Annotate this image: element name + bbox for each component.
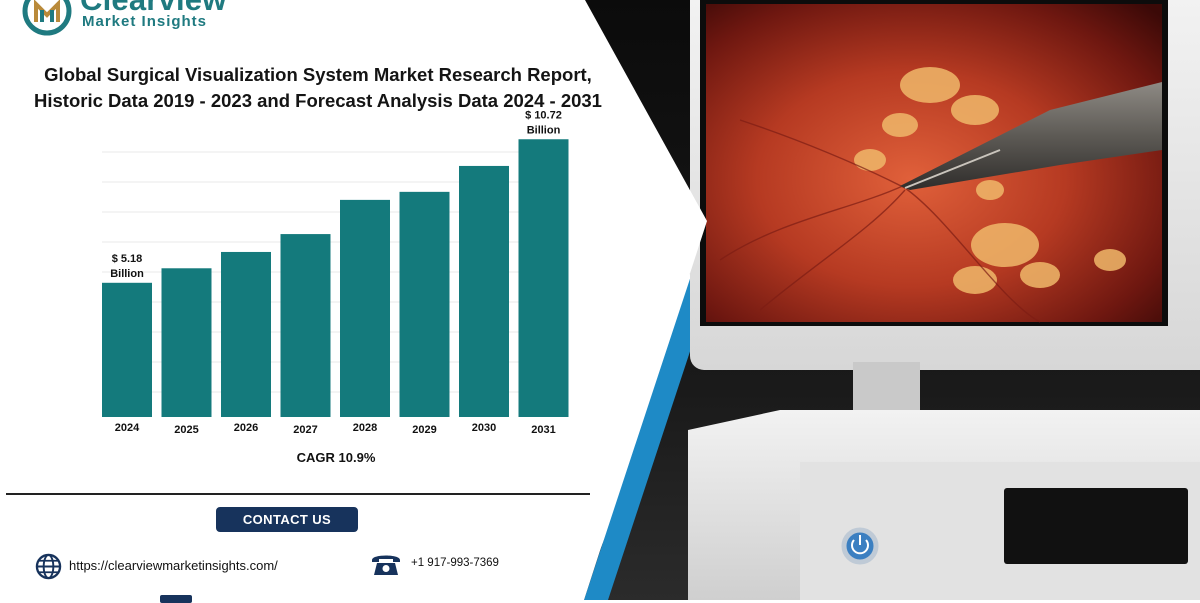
data-label-value-2031: $ 10.72 <box>525 109 562 121</box>
x-tick-2024: 2024 <box>115 422 140 434</box>
x-tick-2030: 2030 <box>472 422 496 434</box>
x-tick-2026: 2026 <box>234 422 258 434</box>
data-label-value-2024: $ 5.18 <box>112 253 143 265</box>
bar-2031 <box>518 139 569 417</box>
x-tick-2025: 2025 <box>174 424 198 436</box>
market-size-bar-chart: 2024 2025 2026 2027 2028 2029 2030 2031 $ 5.18 Bi… <box>102 109 569 436</box>
data-label-unit-2031: Billion <box>527 124 561 136</box>
x-tick-2031: 2031 <box>531 424 555 436</box>
bar-2029 <box>399 191 450 417</box>
phone-number[interactable]: +1 917-993-7369 <box>411 557 499 569</box>
x-tick-2027: 2027 <box>293 424 317 436</box>
telephone-icon <box>372 555 400 575</box>
bar-2027 <box>280 234 331 417</box>
bar-2025 <box>161 268 212 417</box>
contact-us-button[interactable]: CONTACT US <box>216 507 358 532</box>
globe-icon <box>35 553 62 580</box>
envelope-icon <box>160 595 192 603</box>
section-divider <box>6 493 590 495</box>
bar-2024 <box>102 282 152 417</box>
website-link[interactable]: https://clearviewmarketinsights.com/ <box>69 558 278 573</box>
bar-2026 <box>221 251 271 417</box>
brand-name: Clearview <box>80 0 227 18</box>
x-tick-2029: 2029 <box>412 424 436 436</box>
brand-tagline: Market Insights <box>82 13 208 30</box>
x-tick-2028: 2028 <box>353 422 377 434</box>
cagr-label: CAGR 10.9% <box>296 450 376 465</box>
data-label-unit-2024: Billion <box>110 268 144 280</box>
logo-mark-icon <box>22 0 72 36</box>
brand-logo: Clearview Market Insights <box>22 0 232 38</box>
report-title-line-2: Historic Data 2019 - 2023 and Forecast A… <box>34 90 602 111</box>
bar-2030 <box>459 165 509 417</box>
report-title-line-1: Global Surgical Visualization System Mar… <box>44 64 592 85</box>
bar-2028 <box>340 199 390 417</box>
